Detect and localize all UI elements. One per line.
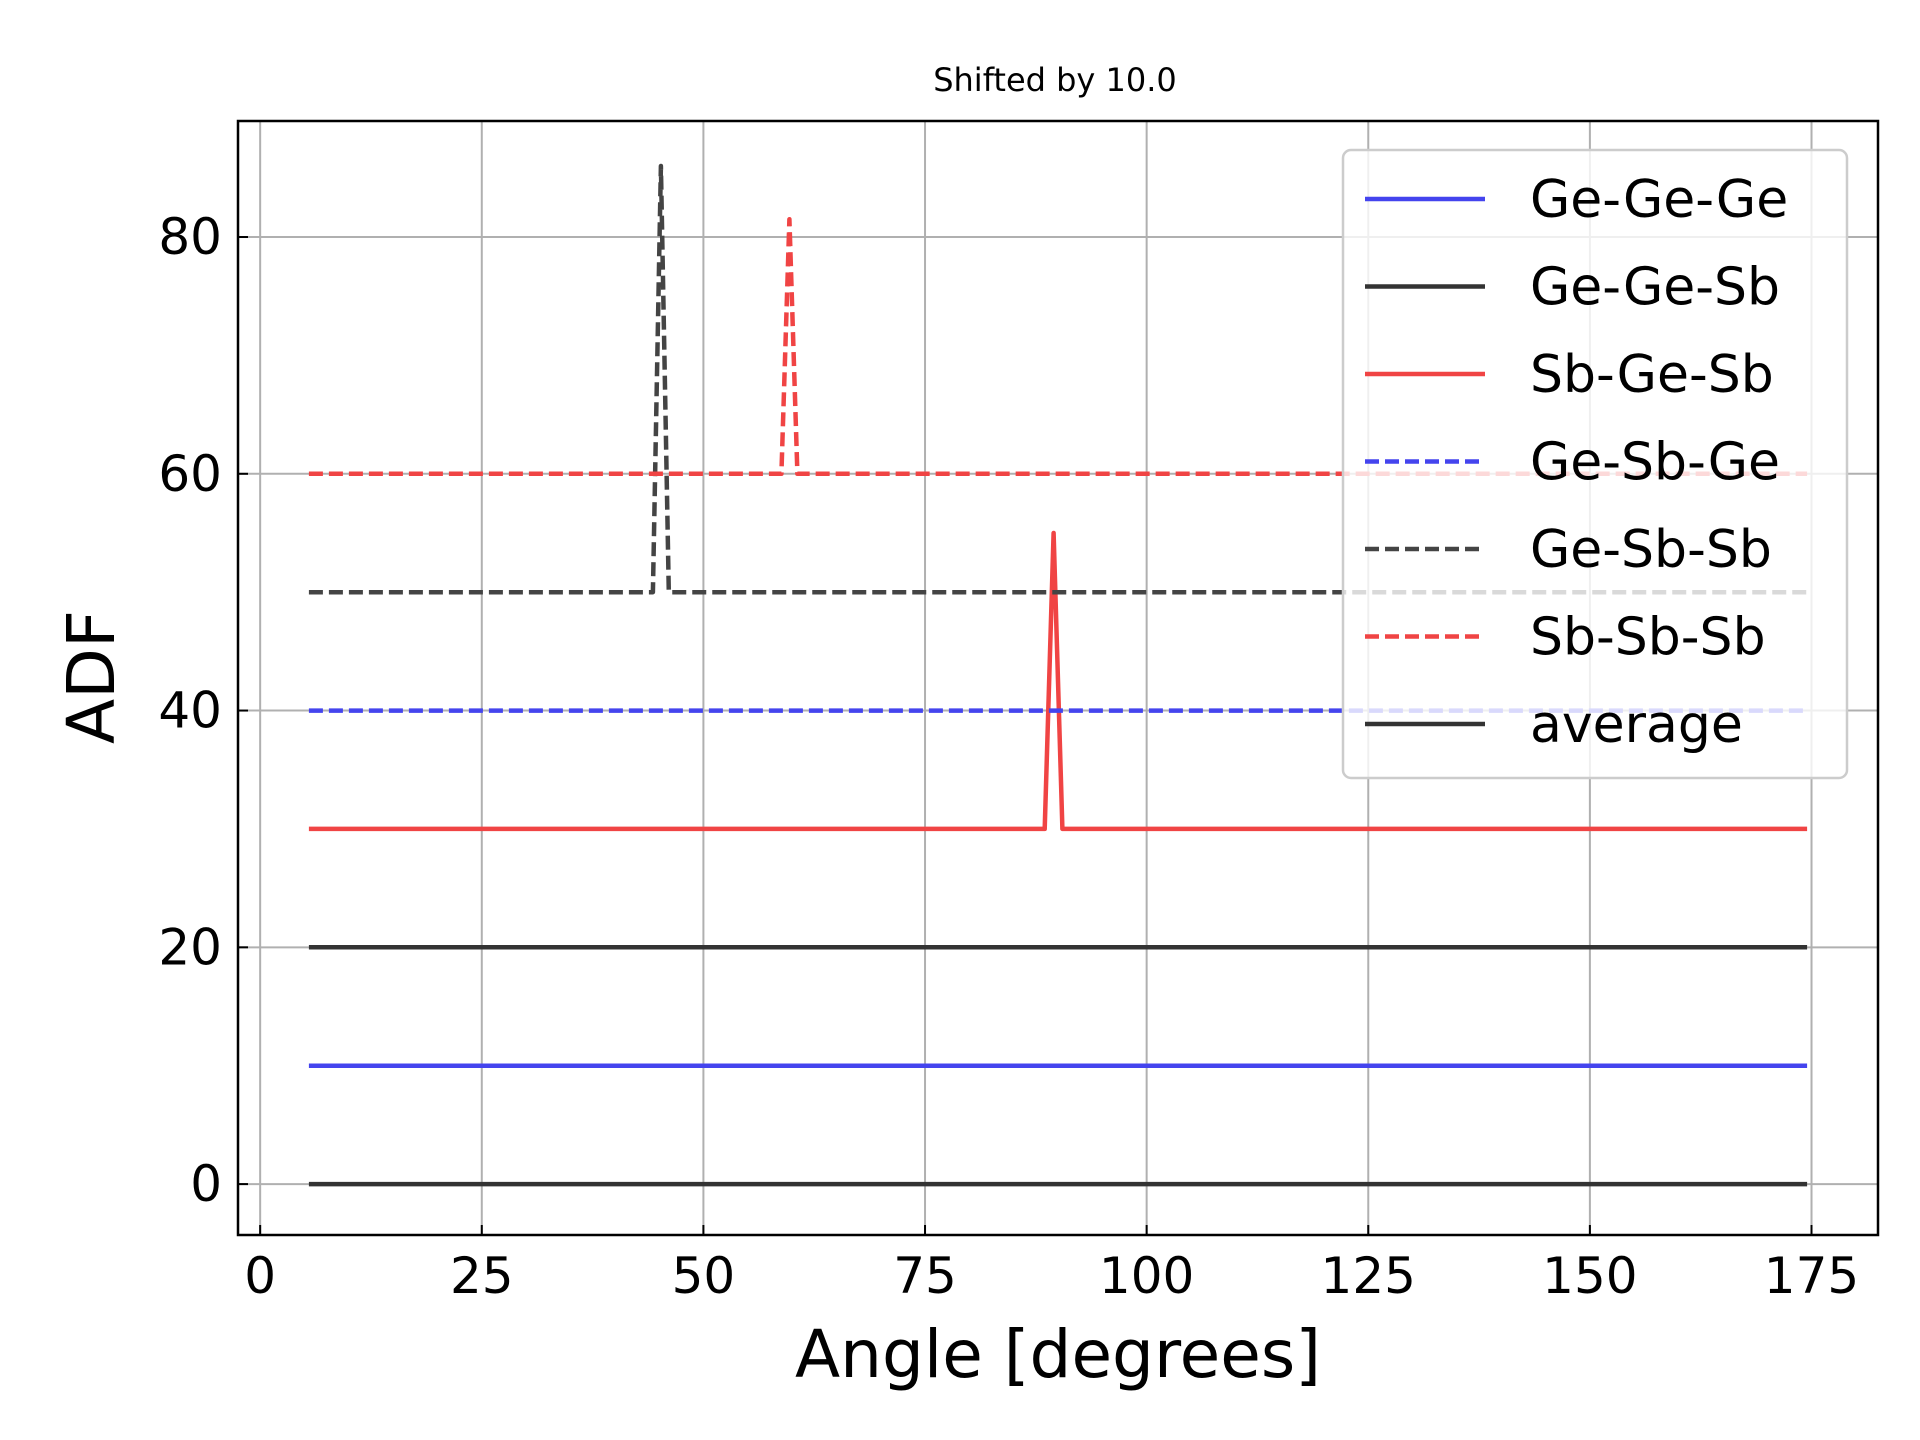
- y-tick-label: 80: [158, 208, 222, 266]
- y-tick-label: 20: [158, 918, 222, 976]
- plot-frame: [236, 119, 1880, 1237]
- series-ge-sb-sb-line: [308, 163, 1808, 595]
- axis-ticks: 0 25 50 75 100 125 150 175 0 20 40 60 80: [158, 208, 1859, 1305]
- legend-label: Ge-Ge-Sb: [1530, 258, 1780, 318]
- x-tick-label: 150: [1542, 1247, 1637, 1305]
- chart-title: Shifted by 10.0: [933, 61, 1177, 99]
- plot-series: [308, 163, 1808, 1187]
- x-tick-label: 175: [1764, 1247, 1859, 1305]
- x-tick-label: 50: [672, 1247, 736, 1305]
- x-tick-label: 100: [1099, 1247, 1194, 1305]
- y-tick-label: 60: [158, 445, 222, 503]
- x-tick-label: 75: [893, 1247, 957, 1305]
- legend-label: Sb-Sb-Sb: [1530, 608, 1766, 668]
- y-tick-label: 0: [190, 1155, 222, 1213]
- x-tick-label: 0: [244, 1247, 276, 1305]
- legend-box: [1341, 148, 1849, 780]
- series-sb-sb-sb-line: [308, 217, 1808, 477]
- legend-label: Ge-Sb-Sb: [1530, 520, 1772, 580]
- y-axis-label: ADF: [53, 610, 130, 744]
- legend-label: average: [1530, 695, 1743, 755]
- legend-label: Ge-Sb-Ge: [1530, 433, 1780, 493]
- legend-label: Ge-Ge-Ge: [1530, 170, 1788, 230]
- x-axis-label: Angle [degrees]: [795, 1316, 1321, 1393]
- legend: Ge-Ge-Ge Ge-Ge-Sb Sb-Ge-Sb Ge-Sb-Ge Ge-Sb-Sb…: [1341, 148, 1849, 780]
- series-sb-ge-sb-line: [308, 530, 1808, 832]
- legend-label: Sb-Ge-Sb: [1530, 345, 1774, 405]
- x-tick-label: 25: [450, 1247, 514, 1305]
- x-tick-label: 125: [1321, 1247, 1416, 1305]
- y-tick-label: 40: [158, 682, 222, 740]
